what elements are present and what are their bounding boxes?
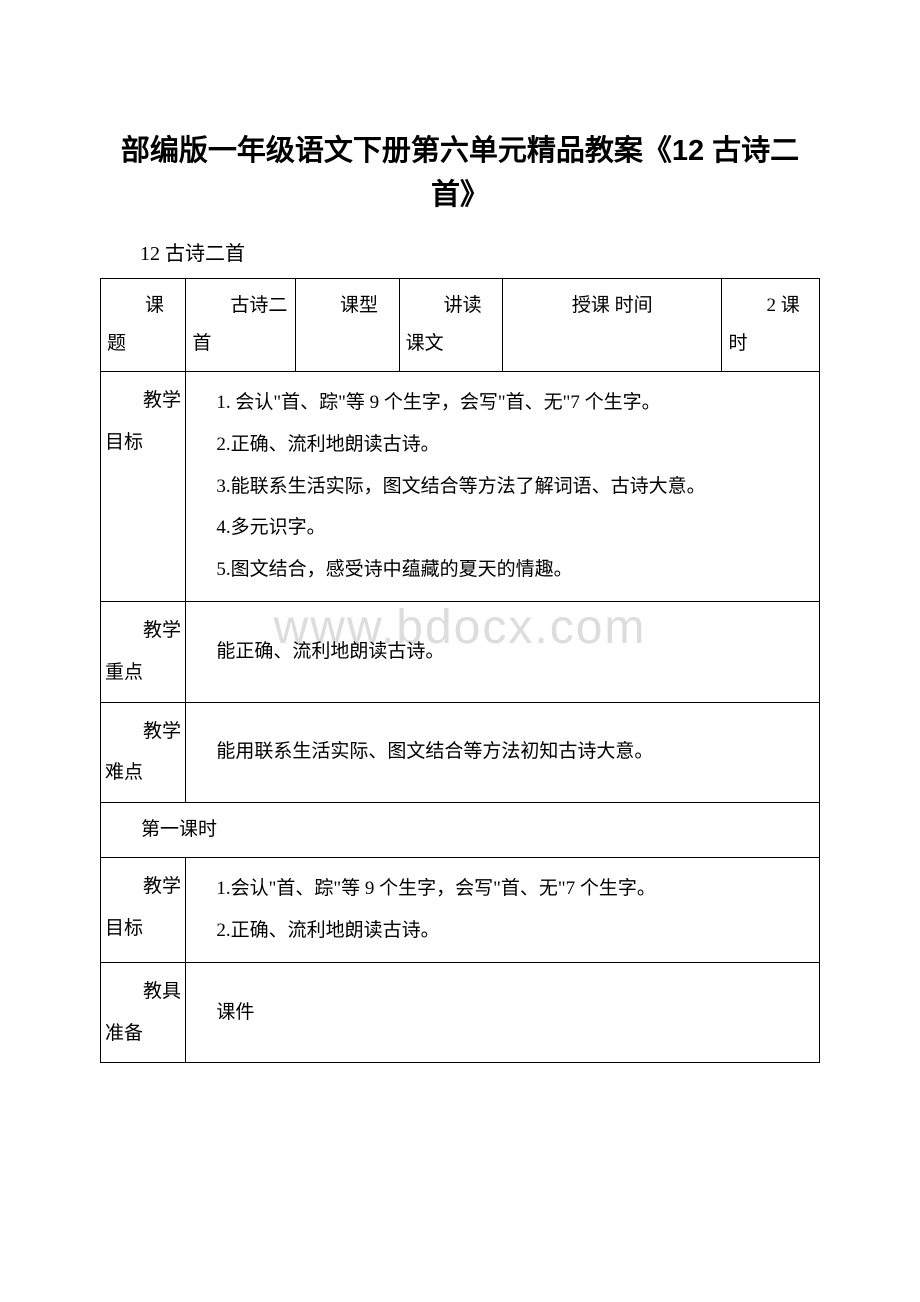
row-content: 1.会认"首、踪"等 9 个生字，会写"首、无"7 个生字。 2.正确、流利地朗… (186, 858, 820, 963)
row-content: 能用联系生活实际、图文结合等方法初知古诗大意。 (186, 702, 820, 803)
row-label: 教学重点 (101, 601, 186, 702)
table-row: 教学重点 能正确、流利地朗读古诗。 (101, 601, 820, 702)
header-label-1: 课题 (101, 279, 186, 372)
row-label: 教学目标 (101, 858, 186, 963)
header-value-1: 古诗二首 (186, 279, 296, 372)
table-row: 教学目标 1. 会认"首、踪"等 9 个生字，会写"首、无"7 个生字。 2.正… (101, 372, 820, 602)
row-label: 教具准备 (101, 962, 186, 1063)
lesson-plan-table: 课题 古诗二首 课型 讲读课文 授课 时间 2 课时 教学目标 1. 会认"首、… (100, 278, 820, 1063)
header-label-2: 课型 (295, 279, 399, 372)
table-row: 教学难点 能用联系生活实际、图文结合等方法初知古诗大意。 (101, 702, 820, 803)
row-content: 课件 (186, 962, 820, 1063)
header-row: 课题 古诗二首 课型 讲读课文 授课 时间 2 课时 (101, 279, 820, 372)
header-value-3: 2 课时 (722, 279, 820, 372)
table-row: 教学目标 1.会认"首、踪"等 9 个生字，会写"首、无"7 个生字。 2.正确… (101, 858, 820, 963)
row-content: 能正确、流利地朗读古诗。 (186, 601, 820, 702)
row-label: 教学目标 (101, 372, 186, 602)
document-subtitle: 12 古诗二首 (100, 237, 820, 266)
header-value-2: 讲读课文 (399, 279, 503, 372)
table-row: 教具准备 课件 (101, 962, 820, 1063)
row-content: 1. 会认"首、踪"等 9 个生字，会写"首、无"7 个生字。 2.正确、流利地… (186, 372, 820, 602)
row-label: 教学难点 (101, 702, 186, 803)
section-header: 第一课时 (101, 803, 820, 858)
document-title: 部编版一年级语文下册第六单元精品教案《12 古诗二首》 (100, 130, 820, 217)
section-header-row: 第一课时 (101, 803, 820, 858)
header-label-3: 授课 时间 (503, 279, 722, 372)
